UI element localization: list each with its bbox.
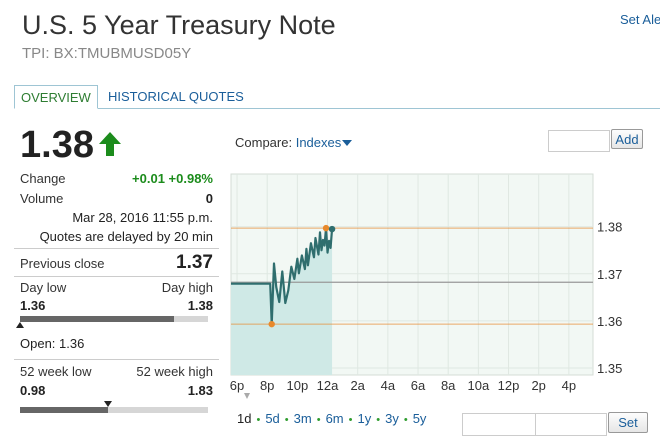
range-separator: • xyxy=(376,414,381,426)
to-date-input[interactable] xyxy=(535,413,607,436)
tab-historical-quotes[interactable]: HISTORICAL QUOTES xyxy=(108,89,244,104)
indexes-dropdown[interactable]: Indexes xyxy=(295,135,342,150)
volume-value: 0 xyxy=(205,191,213,206)
last-price: 1.38 xyxy=(20,124,94,166)
y-tick-label: 1.38 xyxy=(597,220,622,235)
week52-low-label: 52 week low xyxy=(20,364,92,379)
week52-range-bar xyxy=(20,407,208,413)
range-1y[interactable]: 1y xyxy=(357,411,372,426)
set-button[interactable]: Set xyxy=(608,412,648,433)
x-tick-label: 10a xyxy=(468,378,490,393)
change-value: +0.01 +0.98% xyxy=(132,171,213,186)
day-high-label: Day high xyxy=(161,280,213,295)
open-value: 1.36 xyxy=(59,336,85,351)
x-tick-label: 4a xyxy=(381,378,396,393)
compare-label: Compare: xyxy=(235,135,293,150)
ticker-symbol: TPI: BX:TMUBMUSD05Y xyxy=(22,45,192,62)
day-range-fill xyxy=(20,316,175,322)
x-tick-label: 6p xyxy=(230,378,244,393)
week52-values: 0.98 1.83 xyxy=(20,383,213,398)
range-separator: • xyxy=(284,414,289,426)
set-alert-link[interactable]: Set Ale xyxy=(620,12,660,27)
open-row: Open: 1.36 xyxy=(20,336,84,351)
volume-row: Volume 0 xyxy=(20,191,213,206)
range-separator: • xyxy=(256,414,261,426)
day-low-marker xyxy=(268,320,275,328)
week52-high-value: 1.83 xyxy=(187,383,213,398)
day-range-labels: Day low Day high xyxy=(20,280,213,295)
caret-down-icon[interactable] xyxy=(342,139,353,147)
day-low-label: Day low xyxy=(20,280,67,295)
week52-marker xyxy=(104,401,113,407)
y-tick-label: 1.37 xyxy=(597,267,622,282)
tab-overview[interactable]: OVERVIEW xyxy=(14,85,98,109)
range-3y[interactable]: 3y xyxy=(385,411,399,426)
day-range-bar xyxy=(20,316,208,322)
divider xyxy=(14,276,219,277)
x-tick-label: 6a xyxy=(411,378,426,393)
change-row: Change +0.01 +0.98% xyxy=(20,171,213,186)
range-5d[interactable]: 5d xyxy=(265,411,280,426)
range-start-marker xyxy=(244,393,250,399)
range-3m[interactable]: 3m xyxy=(293,411,312,426)
x-tick-label: 8p xyxy=(260,378,274,393)
previous-close-row: Previous close 1.37 xyxy=(20,252,213,274)
volume-label: Volume xyxy=(20,191,64,206)
x-tick-label: 10p xyxy=(287,378,309,393)
day-low-value: 1.36 xyxy=(20,298,46,313)
last-price-marker xyxy=(328,225,336,233)
range-selector: 1d • 5d • 3m • 6m • 1y • 3y • 5y xyxy=(237,411,426,426)
week52-labels: 52 week low 52 week high xyxy=(20,364,213,379)
range-6m[interactable]: 6m xyxy=(325,411,344,426)
y-tick-label: 1.36 xyxy=(597,314,622,329)
week52-low-value: 0.98 xyxy=(20,383,46,398)
range-separator: • xyxy=(348,414,353,426)
divider xyxy=(14,248,219,249)
day-high-marker xyxy=(322,224,330,232)
divider xyxy=(14,359,219,360)
x-tick-label: 2a xyxy=(350,378,365,393)
week52-high-label: 52 week high xyxy=(136,364,213,379)
tabs-divider xyxy=(14,108,660,109)
range-separator: • xyxy=(316,414,321,426)
quote-timestamp: Mar 28, 2016 11:55 p.m. xyxy=(72,210,213,225)
x-tick-label: 4p xyxy=(562,378,576,393)
x-tick-label: 12p xyxy=(498,378,520,393)
change-label: Change xyxy=(20,171,66,186)
add-button[interactable]: Add xyxy=(611,129,643,149)
day-range-values: 1.36 1.38 xyxy=(20,298,213,313)
range-1d[interactable]: 1d xyxy=(237,411,252,426)
range-separator: • xyxy=(403,414,408,426)
day-range-marker xyxy=(16,322,24,328)
x-tick-label: 12a xyxy=(317,378,339,393)
x-tick-label: 8a xyxy=(441,378,456,393)
previous-close-value: 1.37 xyxy=(176,252,213,273)
delay-note: Quotes are delayed by 20 min xyxy=(39,229,213,244)
up-arrow-icon xyxy=(99,132,121,156)
day-high-value: 1.38 xyxy=(187,298,213,313)
compare-symbol-input[interactable] xyxy=(548,130,610,152)
page-title: U.S. 5 Year Treasury Note xyxy=(22,10,336,40)
compare-control: Compare: Indexes xyxy=(235,135,353,150)
from-date-input[interactable] xyxy=(462,413,536,436)
week52-range-fill xyxy=(20,407,109,413)
y-tick-label: 1.35 xyxy=(597,361,622,376)
open-label: Open: xyxy=(20,336,56,351)
previous-close-label: Previous close xyxy=(20,256,105,271)
range-5y[interactable]: 5y xyxy=(412,411,427,426)
price-line xyxy=(231,227,334,326)
x-tick-label: 2p xyxy=(531,378,545,393)
